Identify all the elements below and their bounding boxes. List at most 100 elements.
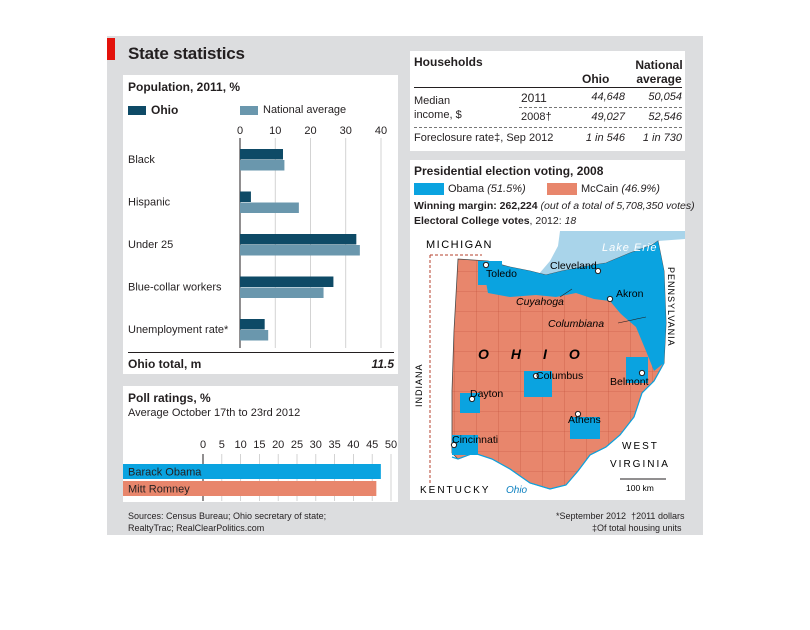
city-athens: Athens — [568, 410, 601, 426]
ohio-2011-value: 44,648 — [591, 91, 625, 103]
poll-x-tick-4: 20 — [272, 439, 284, 451]
pop-category-label-3: Blue-collar workers — [128, 282, 222, 294]
households-col-ohio: Ohio — [582, 72, 610, 86]
poll-category-label-0: Barack Obama — [128, 467, 202, 479]
pop-category-label-4: Unemployment rate* — [128, 324, 229, 336]
dayton-marker — [468, 395, 476, 403]
households-col-national-2: average — [636, 72, 682, 86]
columbiana-label: Columbiana — [548, 318, 604, 330]
lucas-county — [478, 261, 502, 285]
population-bar-chart: 0 10 20 30 40 Black Hispanic Under 25 Blue-colla… — [128, 125, 387, 348]
belmont-marker — [638, 369, 646, 377]
nat-2011-value: 50,054 — [648, 91, 682, 103]
columbiana-leader — [617, 316, 647, 324]
ohio-river — [451, 362, 665, 490]
mccain-label: McCain — [581, 183, 619, 195]
athens-marker — [574, 410, 582, 418]
electoral-votes: Electoral College votes, 2012: 18 — [414, 215, 576, 227]
foreclosure-national: 1 in 730 — [642, 132, 682, 144]
ohio-map-label: OHIO — [478, 346, 602, 362]
poll-x-tick-10: 50 — [385, 439, 397, 451]
akron-marker — [606, 295, 614, 303]
poll-x-tick-9: 45 — [366, 439, 378, 451]
akron-label: Akron — [616, 288, 644, 300]
ohio-2008-value: 49,027 — [591, 111, 625, 123]
cincinnati-label: Cincinnati — [452, 434, 498, 446]
sources-line-1: Sources: Census Bureau; Ohio secretary o… — [128, 511, 327, 521]
pennsylvania-label: PENNSYLVANIA — [666, 267, 676, 347]
city-akron: Akron — [606, 288, 644, 303]
cleveland-label: Cleveland — [550, 260, 597, 272]
legend-label-obama: Obama (51.5%) — [448, 183, 526, 195]
pop-x-tick-3: 30 — [340, 125, 352, 137]
county-grid-north — [510, 293, 640, 365]
nat-2008-value: 52,546 — [648, 111, 682, 123]
cuyahoga-label: Cuyahoga — [516, 296, 564, 308]
poll-bar-1 — [123, 481, 377, 496]
poll-x-tick-2: 10 — [234, 439, 246, 451]
ec-label: Electoral College votes — [414, 215, 530, 227]
households-heading: Households — [414, 55, 483, 69]
households-row-divider — [519, 107, 682, 108]
west-virginia-label-1: WEST — [622, 441, 659, 452]
legend-swatch-obama — [414, 183, 444, 195]
poll-bar-0 — [123, 464, 381, 479]
footnote-ddagger: ‡Of total housing units — [592, 523, 682, 533]
columbus-marker — [532, 372, 540, 380]
population-heading: Population, 2011, % — [128, 80, 241, 94]
poll-x-tick-8: 40 — [347, 439, 359, 451]
hamilton-county — [452, 435, 478, 455]
ec-value: 18 — [564, 215, 577, 227]
population-total-rule — [128, 352, 394, 353]
households-col-national-1: National — [635, 58, 683, 72]
kentucky-label: KENTUCKY — [420, 485, 490, 496]
pop-category-label-2: Under 25 — [128, 239, 173, 251]
legend-label-national: National average — [263, 104, 347, 116]
poll-subheading: Average October 17th to 23rd 2012 — [128, 407, 301, 419]
year-2008: 2008† — [521, 111, 552, 123]
pop-bar-national-1 — [240, 202, 299, 213]
ec-year: , 2012: — [529, 215, 562, 227]
pop-category-label-1: Hispanic — [128, 197, 171, 209]
scale-label: 100 km — [626, 483, 654, 493]
indiana-label: INDIANA — [414, 363, 424, 407]
winning-margin: Winning margin: 262,224 (out of a total … — [414, 200, 695, 212]
election-heading: Presidential election voting, 2008 — [414, 164, 604, 178]
legend-swatch-ohio — [128, 106, 146, 115]
sources-line-2: RealtyTrac; RealClearPolitics.com — [128, 523, 265, 533]
poll-heading: Poll ratings, % — [128, 391, 211, 405]
poll-x-tick-6: 30 — [310, 439, 322, 451]
toledo-label: Toledo — [486, 268, 517, 280]
pop-x-tick-1: 10 — [269, 125, 281, 137]
lake-erie — [538, 231, 685, 277]
pop-x-tick-0: 0 — [237, 125, 243, 137]
pop-bar-ohio-3 — [240, 276, 334, 287]
poll-category-label-1: Mitt Romney — [128, 484, 190, 496]
city-dayton: Dayton — [468, 388, 503, 403]
pop-bar-national-2 — [240, 245, 360, 256]
belmont-county — [626, 357, 648, 383]
legend-swatch-mccain — [547, 183, 577, 195]
poll-bar-chart: 0 5 10 15 20 25 30 35 40 45 50 Barack Obama Mitt Rom… — [123, 439, 397, 501]
households-foreclosure-divider — [414, 127, 682, 128]
poll-x-tick-0: 0 — [200, 439, 206, 451]
poll-x-tick-1: 5 — [219, 439, 225, 451]
west-virginia-label-2: VIRGINIA — [610, 459, 670, 470]
pop-category-label-0: Black — [128, 154, 155, 166]
poll-x-tick-7: 35 — [328, 439, 340, 451]
lake-erie-label: Lake Erie — [602, 242, 657, 254]
city-belmont: Belmont — [610, 369, 649, 388]
obama-pct: (51.5%) — [487, 183, 526, 195]
cincinnati-marker — [450, 441, 458, 449]
obama-label: Obama — [448, 183, 485, 195]
pop-x-tick-4: 40 — [375, 125, 387, 137]
pop-bar-ohio-0 — [240, 149, 284, 160]
pop-bar-ohio-1 — [240, 191, 251, 202]
belmont-label: Belmont — [610, 376, 649, 388]
page-title: State statistics — [128, 44, 245, 63]
footnote-star-text: *September 2012 — [556, 511, 627, 521]
households-panel — [410, 51, 685, 151]
margin-note: (out of a total of 5,708,350 votes) — [540, 200, 695, 212]
montgomery-county — [460, 393, 480, 413]
city-toledo: Toledo — [482, 261, 517, 280]
